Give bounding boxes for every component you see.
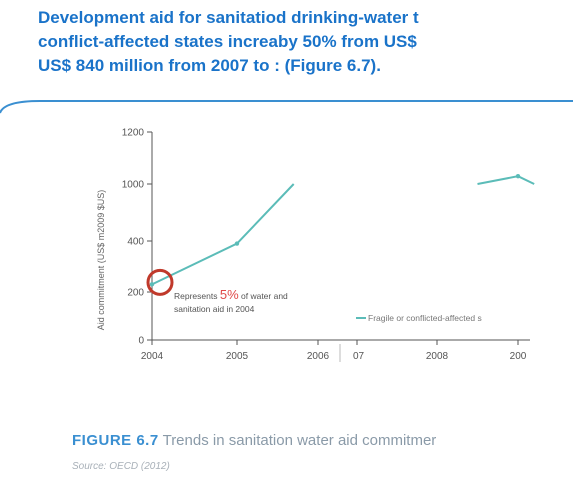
y-tick-label: 400 [127,237,144,248]
data-point [149,282,155,287]
x-tick-label: 2008 [426,351,449,362]
figure-caption-text: Trends in sanitation water aid commitmer [158,432,437,449]
annotation-highlight: 5% [220,287,239,302]
annotation: Represents 5% of water and sanitation ai… [146,268,288,314]
headline-line-1: Development aid for sanitatiod drinking-… [38,8,419,27]
figure-caption: FIGURE 6.7 Trends in sanitation water ai… [72,432,436,449]
y-tick-label: 1000 [122,180,145,191]
source-note: Source: OECD (2012) [72,461,170,472]
x-axis-ticks: 2004 2005 2006 07 2008 200 [141,340,527,362]
aid-commitment-chart: 0 200 400 1000 1200 2004 2005 2006 07 2008 200 Ai… [96,128,535,362]
annotation-line-1: Represents 5% of water and [174,287,288,302]
legend: Fragile or conflicted-affected s [356,313,482,323]
y-axis-ticks: 0 200 400 1000 1200 [122,128,152,347]
headline-line-2: conflict-affected states increaby 50% fr… [38,32,417,51]
legend-label: Fragile or conflicted-affected s [368,313,482,323]
series-line [151,183,295,286]
data-point [234,241,240,246]
annotation-prefix: Represents [174,291,220,301]
y-tick-label: 200 [127,288,144,299]
headline: Development aid for sanitatiod drinking-… [38,6,573,78]
chart-axes [151,132,530,341]
x-tick-label: 200 [510,351,527,362]
x-tick-label: 2005 [226,351,249,362]
x-tick-label: 07 [353,351,365,362]
headline-line-3: US$ 840 million from 2007 to : (Figure 6… [38,56,381,75]
annotation-line-2: sanitation aid in 2004 [174,304,255,314]
series-layer [149,174,535,287]
x-tick-label: 2006 [307,351,330,362]
series-line [477,175,535,185]
y-axis-label: Aid commitment (US$ m2009 $US) [96,190,106,331]
section-divider [0,100,573,114]
y-tick-label: 1200 [122,128,145,139]
x-tick-label: 2004 [141,351,164,362]
data-point [515,174,521,179]
highlight-circle [146,268,174,296]
figure-label: FIGURE 6.7 [72,432,159,449]
annotation-suffix: of water and [239,291,288,301]
y-tick-label: 0 [138,336,144,347]
